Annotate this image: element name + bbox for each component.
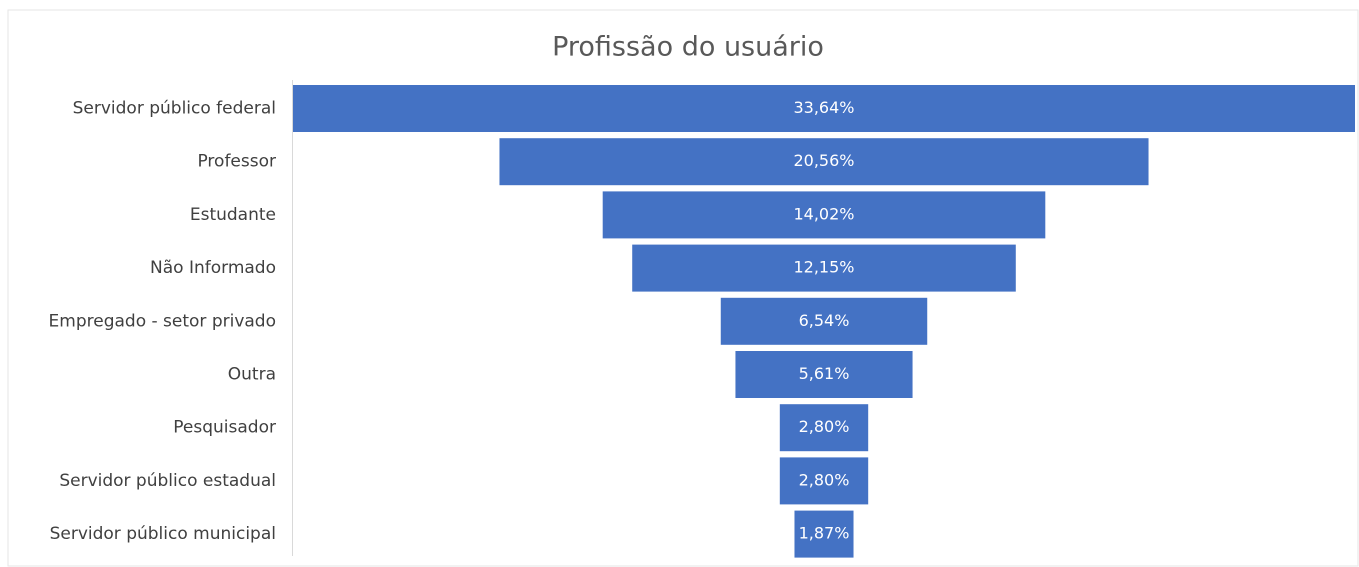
data-label: 20,56%	[793, 151, 854, 170]
category-label: Servidor público federal	[73, 99, 276, 119]
data-label: 12,15%	[793, 258, 854, 277]
data-label: 2,80%	[799, 417, 850, 436]
data-label: 5,61%	[799, 364, 850, 383]
data-label: 14,02%	[793, 204, 854, 223]
category-label: Servidor público estadual	[59, 471, 276, 491]
category-label: Pesquisador	[173, 418, 276, 438]
chart-title: Profissão do usuário	[552, 32, 824, 63]
bar	[632, 244, 1016, 292]
category-label: Não Informado	[150, 258, 276, 278]
category-label: Professor	[197, 152, 276, 172]
data-label: 1,87%	[799, 524, 850, 543]
bar	[779, 404, 869, 452]
bar	[602, 191, 1046, 239]
bar	[293, 85, 1355, 132]
category-label: Outra	[228, 365, 276, 385]
category-label: Empregado - setor privado	[49, 311, 276, 331]
data-label: 33,64%	[793, 98, 854, 117]
data-label: 2,80%	[799, 470, 850, 489]
bar	[499, 138, 1149, 186]
bar	[735, 351, 913, 398]
bar	[794, 510, 854, 558]
data-label: 6,54%	[799, 311, 850, 330]
bar	[720, 297, 928, 345]
bar	[779, 457, 869, 505]
category-label: Servidor público municipal	[50, 524, 276, 544]
category-label: Estudante	[190, 205, 276, 225]
